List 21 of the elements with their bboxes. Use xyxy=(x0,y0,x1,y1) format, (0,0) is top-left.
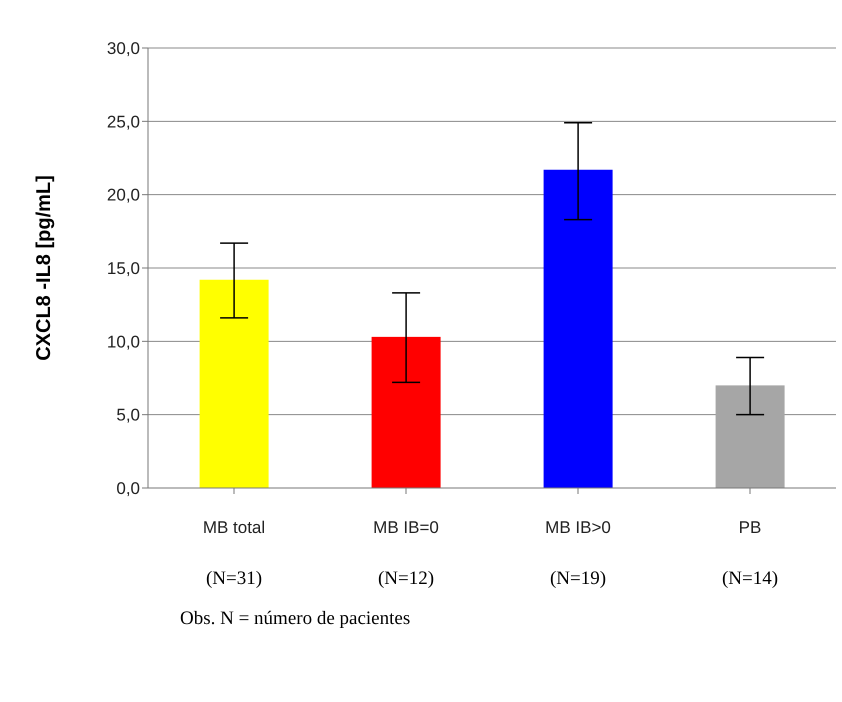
text: (N=12) xyxy=(376,568,436,590)
bar xyxy=(372,336,441,488)
bar xyxy=(716,385,785,488)
y-axis-title: CXCL8 -IL8 [pg/mL] xyxy=(33,175,56,361)
bar xyxy=(200,280,269,488)
x-tick-label: PB xyxy=(738,518,762,538)
x-tick-label: MB IB=0 xyxy=(373,518,439,538)
text: (N=14) xyxy=(720,568,780,590)
x-tick-label: MB total xyxy=(202,518,266,538)
bar xyxy=(544,170,613,488)
text: Obs. N = número de pacientes xyxy=(180,608,412,630)
text: (N=19) xyxy=(548,568,608,590)
y-tick-label: 0,0 xyxy=(116,479,140,498)
y-tick-label: 20,0 xyxy=(106,186,140,205)
text: (N=31) xyxy=(204,568,264,590)
x-tick-label: MB IB>0 xyxy=(545,518,611,538)
y-tick-label: 5,0 xyxy=(116,406,140,425)
y-tick-label: 30,0 xyxy=(106,39,140,58)
y-tick-label: 10,0 xyxy=(106,332,140,352)
y-tick-label: 25,0 xyxy=(106,112,140,132)
y-tick-label: 15,0 xyxy=(106,259,140,278)
